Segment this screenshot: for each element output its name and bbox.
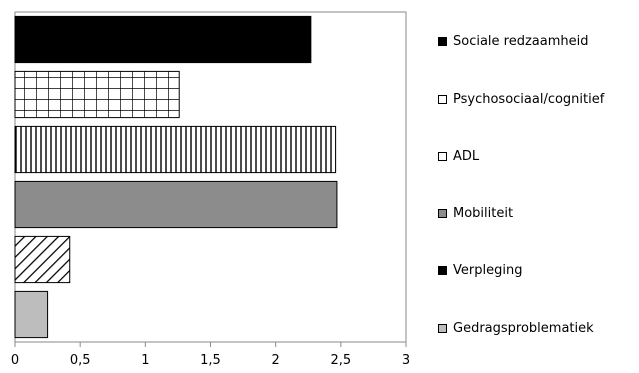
legend-label: Verpleging [453, 262, 523, 278]
x-tick-label: 1 [141, 353, 149, 368]
legend-label: ADL [453, 148, 480, 164]
legend-swatch [438, 36, 447, 46]
legend-swatch [438, 151, 447, 161]
legend-label: Gedragsproblematiek [453, 320, 594, 336]
legend-swatch [438, 323, 447, 333]
legend-item: Mobiliteit [438, 205, 513, 221]
legend: Sociale redzaamheid Psychosociaal/cogniti… [438, 0, 638, 373]
plot-area [14, 11, 407, 343]
legend-item: ADL [438, 148, 479, 164]
x-tick-label: 1,5 [200, 353, 221, 368]
bar-adl [14, 125, 337, 174]
x-tick-label: 0,5 [70, 353, 91, 368]
legend-item: Gedragsproblematiek [438, 320, 594, 336]
legend-label: Psychosociaal/cognitief [453, 91, 605, 107]
legend-swatch [438, 208, 447, 218]
bar-psychosociaal-cognitief [14, 70, 180, 119]
bars-group [14, 15, 338, 339]
bar-gedragsproblematiek [14, 290, 49, 339]
legend-swatch [438, 265, 447, 275]
legend-label: Mobiliteit [453, 205, 514, 221]
bar-mobiliteit [14, 180, 338, 229]
legend-item: Psychosociaal/cognitief [438, 91, 604, 107]
legend-label: Sociale redzaamheid [453, 33, 589, 49]
legend-item: Sociale redzaamheid [438, 33, 589, 49]
x-tick-label: 0 [11, 353, 19, 368]
bar-verpleging [14, 235, 71, 284]
x-axis: 0 0,5 1 1,5 2 2,5 3 [11, 342, 410, 368]
x-tick-label: 2,5 [330, 353, 351, 368]
x-tick-label: 2 [272, 353, 280, 368]
bar-sociale-redzaamheid [14, 15, 312, 64]
legend-item: Verpleging [438, 262, 522, 278]
legend-swatch [438, 94, 447, 104]
x-tick-label: 3 [402, 353, 410, 368]
